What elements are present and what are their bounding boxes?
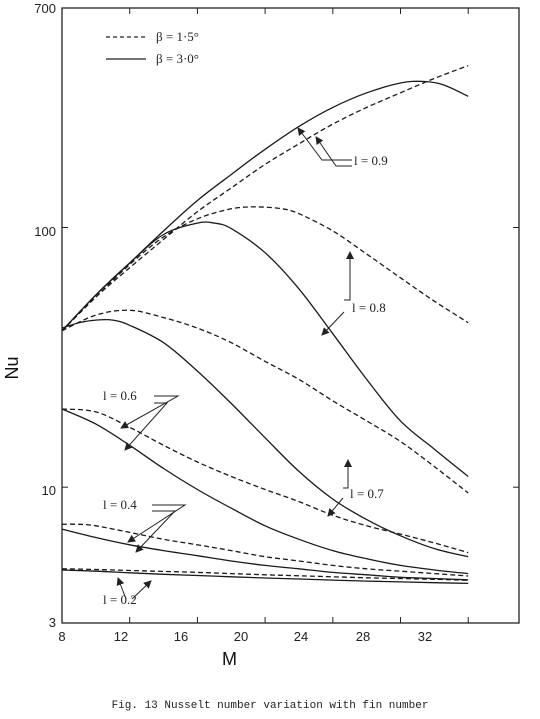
- series-line-06-solid: [61, 408, 469, 575]
- series-line-06-dashed: [61, 408, 469, 554]
- series-line-02-dashed: [61, 568, 469, 581]
- annotation-l06-label: l = 0.6: [103, 388, 137, 403]
- annotation-l09: l = 0.9: [297, 127, 388, 168]
- annotation-l06-leader: [120, 395, 180, 429]
- annotation-l07: l = 0.7: [327, 459, 384, 517]
- annotation-l04: l = 0.4: [103, 497, 187, 553]
- annotation-l08: l = 0.8: [321, 251, 386, 336]
- legend-label-beta-1-5: β = 1·5°: [156, 29, 199, 44]
- annotation-l08-label: l = 0.8: [352, 300, 386, 315]
- y-tick-label-700: 700: [34, 1, 56, 16]
- annotation-l02-label: l = 0.2: [103, 592, 137, 607]
- y-axis-label: Nu: [2, 356, 22, 379]
- annotation-l09-leader: [297, 127, 352, 161]
- annotation-l08-leader: [344, 251, 354, 301]
- series-line-08-dashed: [61, 206, 469, 332]
- x-tick-label-8: 8: [58, 629, 65, 644]
- annotation-l08-leader: [321, 311, 345, 336]
- x-tick-label-16: 16: [174, 629, 188, 644]
- annotation-l02-leader: [131, 580, 152, 600]
- y-tick-label-100: 100: [34, 224, 56, 239]
- series-line-09-solid: [61, 80, 469, 332]
- figure-caption: Fig. 13 Nusselt number variation with fi…: [111, 700, 429, 712]
- series-line-07-solid: [61, 318, 469, 558]
- annotation-l04-leader: [127, 504, 187, 543]
- legend: β = 1·5° β = 3·0°: [106, 29, 199, 66]
- annotation-l06: l = 0.6: [103, 388, 180, 451]
- x-axis-label: M: [222, 649, 237, 669]
- x-tick-label-12: 12: [114, 629, 128, 644]
- annotation-l02-leader: [116, 577, 127, 600]
- annotation-l04-leader: [135, 510, 177, 553]
- legend-label-beta-3-0: β = 3·0°: [156, 51, 199, 66]
- x-tick-label-20: 20: [234, 629, 248, 644]
- annotation-l04-label: l = 0.4: [103, 497, 137, 512]
- annotation-l09-leader: [315, 136, 352, 167]
- annotation-l07-leader: [327, 497, 344, 517]
- annotation-l09-label: l = 0.9: [354, 153, 388, 168]
- annotation-l02: l = 0.2: [103, 577, 152, 607]
- x-tick-label-28: 28: [356, 629, 370, 644]
- series-line-07-dashed: [61, 309, 469, 494]
- x-tick-label-24: 24: [294, 629, 308, 644]
- y-tick-label-3: 3: [49, 615, 56, 630]
- series-line-04-solid: [61, 528, 469, 581]
- series-line-04-dashed: [61, 523, 469, 577]
- series-line-09-dashed: [61, 64, 469, 332]
- plot-frame: [61, 7, 520, 624]
- x-tick-label-32: 32: [418, 629, 432, 644]
- axis-ticks: [61, 7, 519, 624]
- y-tick-label-10: 10: [42, 483, 56, 498]
- annotation-l07-leader: [343, 459, 352, 489]
- annotation-l06-leader: [124, 402, 169, 451]
- annotation-l07-label: l = 0.7: [350, 486, 384, 501]
- series-line-08-solid: [61, 221, 469, 478]
- data-curves: [61, 64, 469, 585]
- series-line-02-solid: [61, 569, 469, 585]
